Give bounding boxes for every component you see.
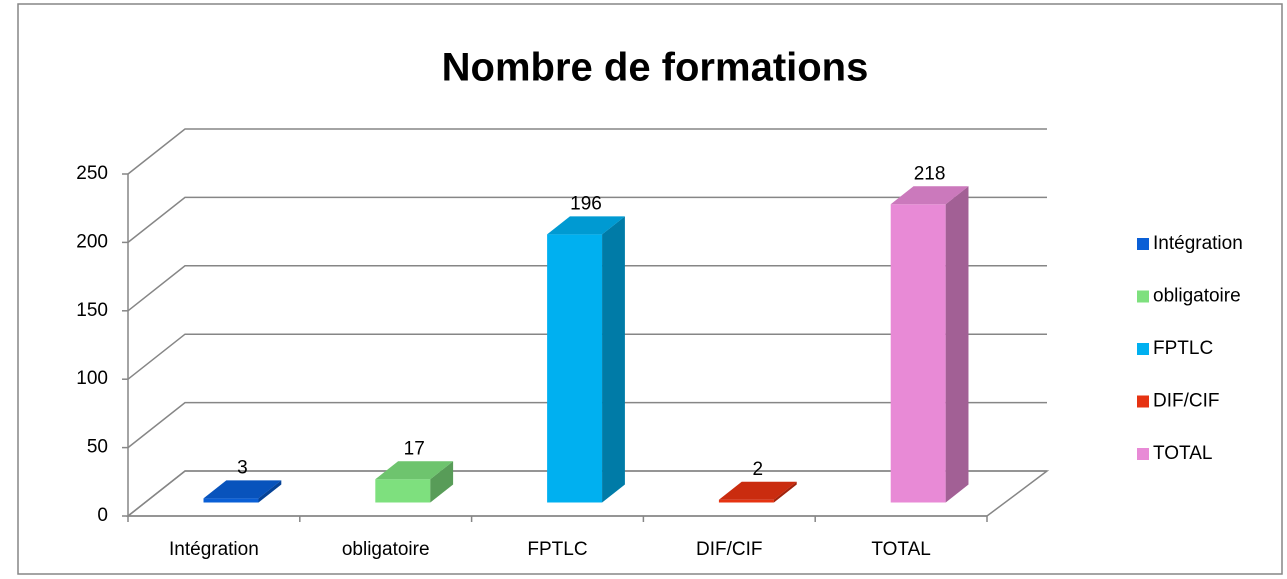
x-tick-label: DIF/CIF	[696, 539, 763, 560]
y-tick-label: 100	[76, 368, 108, 389]
x-tick-label: TOTAL	[871, 539, 930, 560]
legend-label: Intégration	[1153, 233, 1243, 254]
chart-title: Nombre de formations	[442, 46, 869, 90]
bar-side-shade	[430, 461, 454, 503]
y-tick-label: 50	[87, 437, 108, 458]
bar-top-shade	[203, 480, 282, 499]
x-tick-label: Intégration	[169, 539, 259, 560]
legend-swatch	[1137, 448, 1149, 460]
y-tick-label: 200	[76, 231, 108, 252]
grid-line	[127, 196, 1047, 243]
legend-label: DIF/CIF	[1153, 391, 1220, 412]
bar-top-shade	[718, 481, 797, 500]
data-label: 2	[753, 459, 764, 480]
legend-swatch	[1137, 238, 1149, 250]
bar-top	[203, 480, 282, 499]
grid-line	[127, 128, 1047, 175]
bar-side-shade	[258, 480, 282, 503]
grid-line	[127, 265, 1047, 312]
bar-side-shade	[773, 481, 797, 503]
bar-top	[718, 481, 797, 500]
bar	[203, 498, 259, 503]
bar-top-shade	[547, 216, 625, 235]
bar	[718, 499, 774, 503]
x-tick-label: obligatoire	[342, 539, 430, 560]
grid-line	[127, 470, 1047, 517]
bar-side	[430, 461, 454, 503]
grid-line	[127, 333, 1047, 380]
bar-top	[375, 461, 454, 480]
bar-top	[547, 216, 625, 235]
data-label: 218	[914, 163, 946, 184]
bar-side	[258, 480, 282, 503]
bar	[890, 204, 946, 503]
bar	[375, 479, 431, 503]
bar-side-shade	[602, 216, 625, 503]
bar-side	[773, 481, 797, 503]
bar-side	[945, 186, 969, 503]
y-tick-label: 250	[76, 163, 108, 184]
bar-top-shade	[890, 186, 969, 205]
chart-border	[17, 3, 1283, 575]
data-label: 196	[570, 193, 602, 214]
grid-line	[127, 401, 1047, 449]
legend-label: FPTLC	[1153, 338, 1213, 359]
bar-side	[602, 216, 625, 503]
y-tick-label: 150	[76, 300, 108, 321]
data-label: 17	[404, 438, 425, 459]
legend-swatch	[1137, 395, 1149, 408]
x-tick-label: FPTLC	[527, 539, 587, 560]
data-label: 3	[237, 457, 248, 478]
y-tick-label: 0	[97, 505, 108, 526]
bar-side-shade	[945, 186, 969, 503]
legend-swatch	[1137, 290, 1149, 303]
legend-label: TOTAL	[1153, 443, 1212, 464]
bar-top-shade	[375, 461, 454, 480]
legend-swatch	[1137, 343, 1149, 355]
legend-label: obligatoire	[1153, 286, 1241, 307]
bar	[547, 234, 603, 503]
bar-top	[890, 186, 969, 205]
